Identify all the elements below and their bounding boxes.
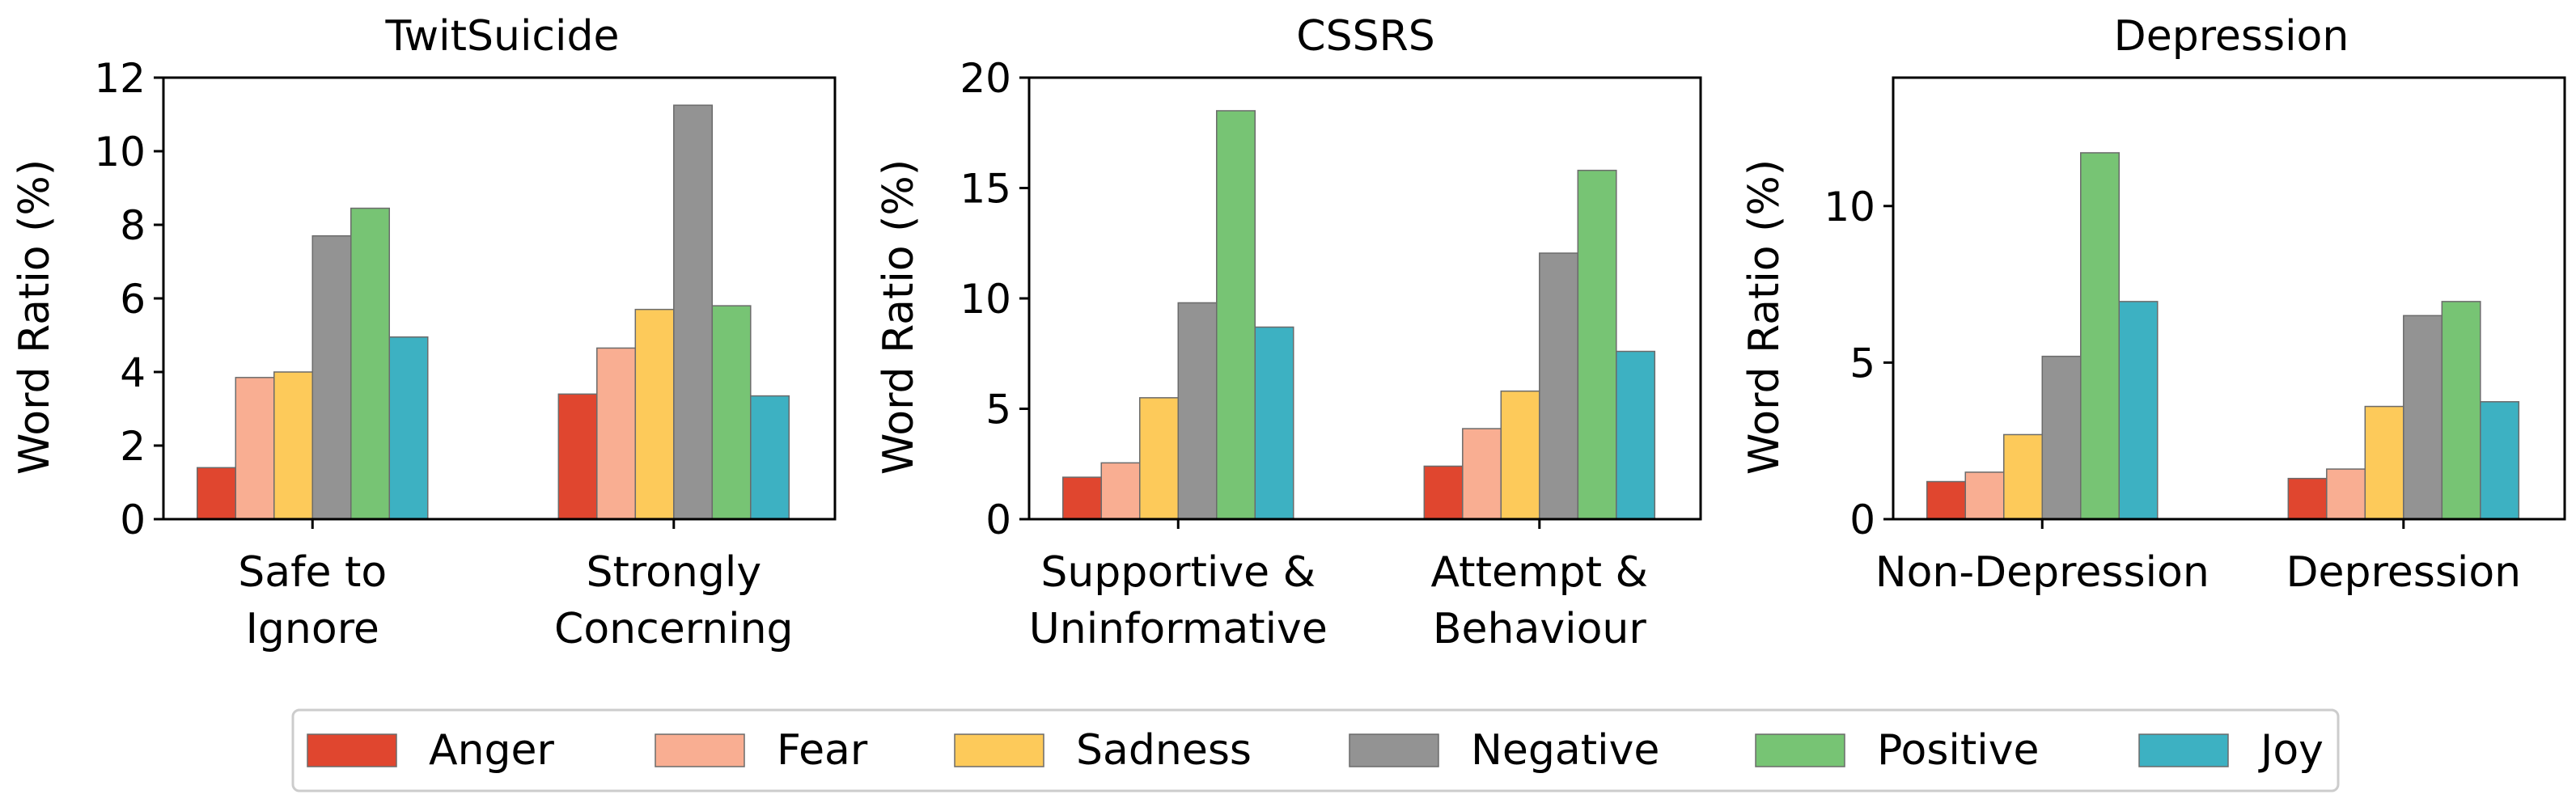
y-tick-label: 4 — [120, 349, 146, 396]
bar-sadness-1 — [2364, 405, 2404, 520]
bar-joy-1 — [750, 395, 790, 520]
bar-anger-1 — [2287, 477, 2328, 520]
y-tick-label: 10 — [1824, 184, 1875, 230]
x-tick-label: Strongly — [586, 548, 761, 597]
bar-negative-0 — [2041, 355, 2082, 520]
legend-label-positive: Positive — [1877, 726, 2039, 775]
panel-twitsuicide: TwitSuicide Word Ratio (%) 0 2 4 6 8 10 12 Saf… — [11, 12, 837, 653]
y-tick-label: 0 — [1849, 497, 1875, 543]
legend-frame — [291, 708, 2340, 792]
bar-negative-1 — [2403, 315, 2443, 520]
legend-swatch-anger — [307, 733, 397, 767]
bar-negative-0 — [1177, 302, 1218, 520]
legend: Anger Fear Sadness Negative Positive Joy — [291, 708, 2340, 792]
bar-positive-1 — [1577, 169, 1617, 520]
bar-fear-1 — [2326, 468, 2366, 520]
legend-label-fear: Fear — [777, 726, 868, 775]
bar-marks — [1926, 152, 2520, 520]
bar-joy-0 — [2118, 301, 2159, 520]
y-tick-label: 5 — [1849, 340, 1875, 387]
bar-anger-1 — [557, 393, 598, 520]
y-tick-label: 0 — [120, 497, 146, 543]
legend-swatch-positive — [1755, 733, 1845, 767]
y-tick-label: 0 — [985, 497, 1011, 543]
legend-swatch-negative — [1349, 733, 1439, 767]
chart-title: Depression — [2114, 12, 2349, 61]
x-tick-label: Concerning — [554, 605, 794, 653]
bar-fear-0 — [1100, 462, 1141, 520]
bar-fear-1 — [596, 347, 637, 520]
bar-anger-1 — [1423, 465, 1464, 520]
y-axis-label: Word Ratio (%) — [11, 159, 59, 475]
y-axis: 0 5 10 15 20 — [960, 55, 1029, 543]
bar-sadness-1 — [634, 308, 675, 520]
x-tick-label: Attempt & — [1431, 548, 1649, 597]
y-tick-label: 12 — [94, 55, 146, 102]
bar-positive-1 — [711, 305, 752, 520]
x-tick-label: Safe to — [238, 548, 387, 597]
bar-joy-1 — [2480, 401, 2520, 520]
x-tick-label: Non-Depression — [1875, 548, 2210, 597]
bar-marks — [197, 104, 790, 520]
legend-label-sadness: Sadness — [1076, 726, 1252, 775]
legend-label-joy: Joy — [2258, 726, 2324, 775]
chart-title: TwitSuicide — [385, 12, 620, 61]
x-axis: Safe to Ignore Strongly Concerning — [238, 519, 794, 653]
bar-negative-0 — [311, 235, 352, 520]
x-tick-label: Ignore — [246, 605, 379, 653]
panel-depression: Depression Word Ratio (%) 0 5 10 Non-Depre… — [1740, 12, 2566, 597]
y-tick-label: 15 — [960, 166, 1011, 213]
plot-frame — [1892, 76, 2566, 521]
y-tick-label: 5 — [985, 387, 1011, 433]
x-axis: Non-Depression Depression — [1875, 519, 2521, 597]
legend-swatch-fear — [655, 733, 745, 767]
x-axis: Supportive & Uninformative Attempt & Behavi… — [1029, 519, 1648, 653]
legend-label-negative: Negative — [1471, 726, 1659, 775]
bar-sadness-1 — [1500, 390, 1540, 520]
y-axis-label: Word Ratio (%) — [875, 159, 923, 475]
legend-swatch-sadness — [954, 733, 1044, 767]
x-tick-label: Supportive & — [1040, 548, 1316, 597]
y-axis: 0 5 10 — [1824, 184, 1893, 543]
x-tick-label: Uninformative — [1029, 605, 1328, 653]
x-tick-label: Depression — [2286, 548, 2521, 597]
bar-joy-1 — [1616, 350, 1656, 520]
bar-anger-0 — [1062, 476, 1103, 520]
bar-joy-0 — [1254, 326, 1294, 520]
bar-sadness-0 — [273, 371, 314, 520]
y-axis-label: Word Ratio (%) — [1740, 159, 1789, 475]
chart-title: CSSRS — [1296, 12, 1434, 61]
bar-sadness-0 — [2003, 433, 2044, 520]
panel-cssrs: CSSRS Word Ratio (%) 0 5 10 15 20 Supportive… — [875, 12, 1702, 653]
y-tick-label: 10 — [960, 276, 1011, 323]
bar-positive-0 — [350, 207, 391, 520]
bar-negative-1 — [1539, 252, 1579, 520]
x-tick-label: Behaviour — [1433, 605, 1646, 653]
bar-positive-0 — [2080, 152, 2121, 520]
bar-fear-1 — [1462, 428, 1502, 520]
bar-anger-0 — [197, 467, 237, 520]
bar-negative-1 — [673, 104, 714, 520]
bar-anger-0 — [1926, 480, 1967, 520]
bar-positive-0 — [1216, 110, 1256, 520]
bar-marks — [1062, 110, 1656, 520]
bar-fear-0 — [235, 377, 275, 520]
bar-positive-1 — [2441, 301, 2481, 520]
bar-sadness-0 — [1139, 397, 1180, 520]
y-axis: 0 2 4 6 8 10 12 — [94, 55, 163, 543]
y-tick-label: 20 — [960, 55, 1011, 102]
bar-fear-0 — [1964, 471, 2005, 520]
y-tick-label: 6 — [120, 276, 146, 323]
y-tick-label: 2 — [120, 423, 146, 470]
bar-joy-0 — [388, 336, 429, 520]
legend-swatch-joy — [2138, 733, 2229, 767]
legend-label-anger: Anger — [429, 726, 555, 775]
y-tick-label: 8 — [120, 202, 146, 249]
y-tick-label: 10 — [94, 129, 146, 175]
